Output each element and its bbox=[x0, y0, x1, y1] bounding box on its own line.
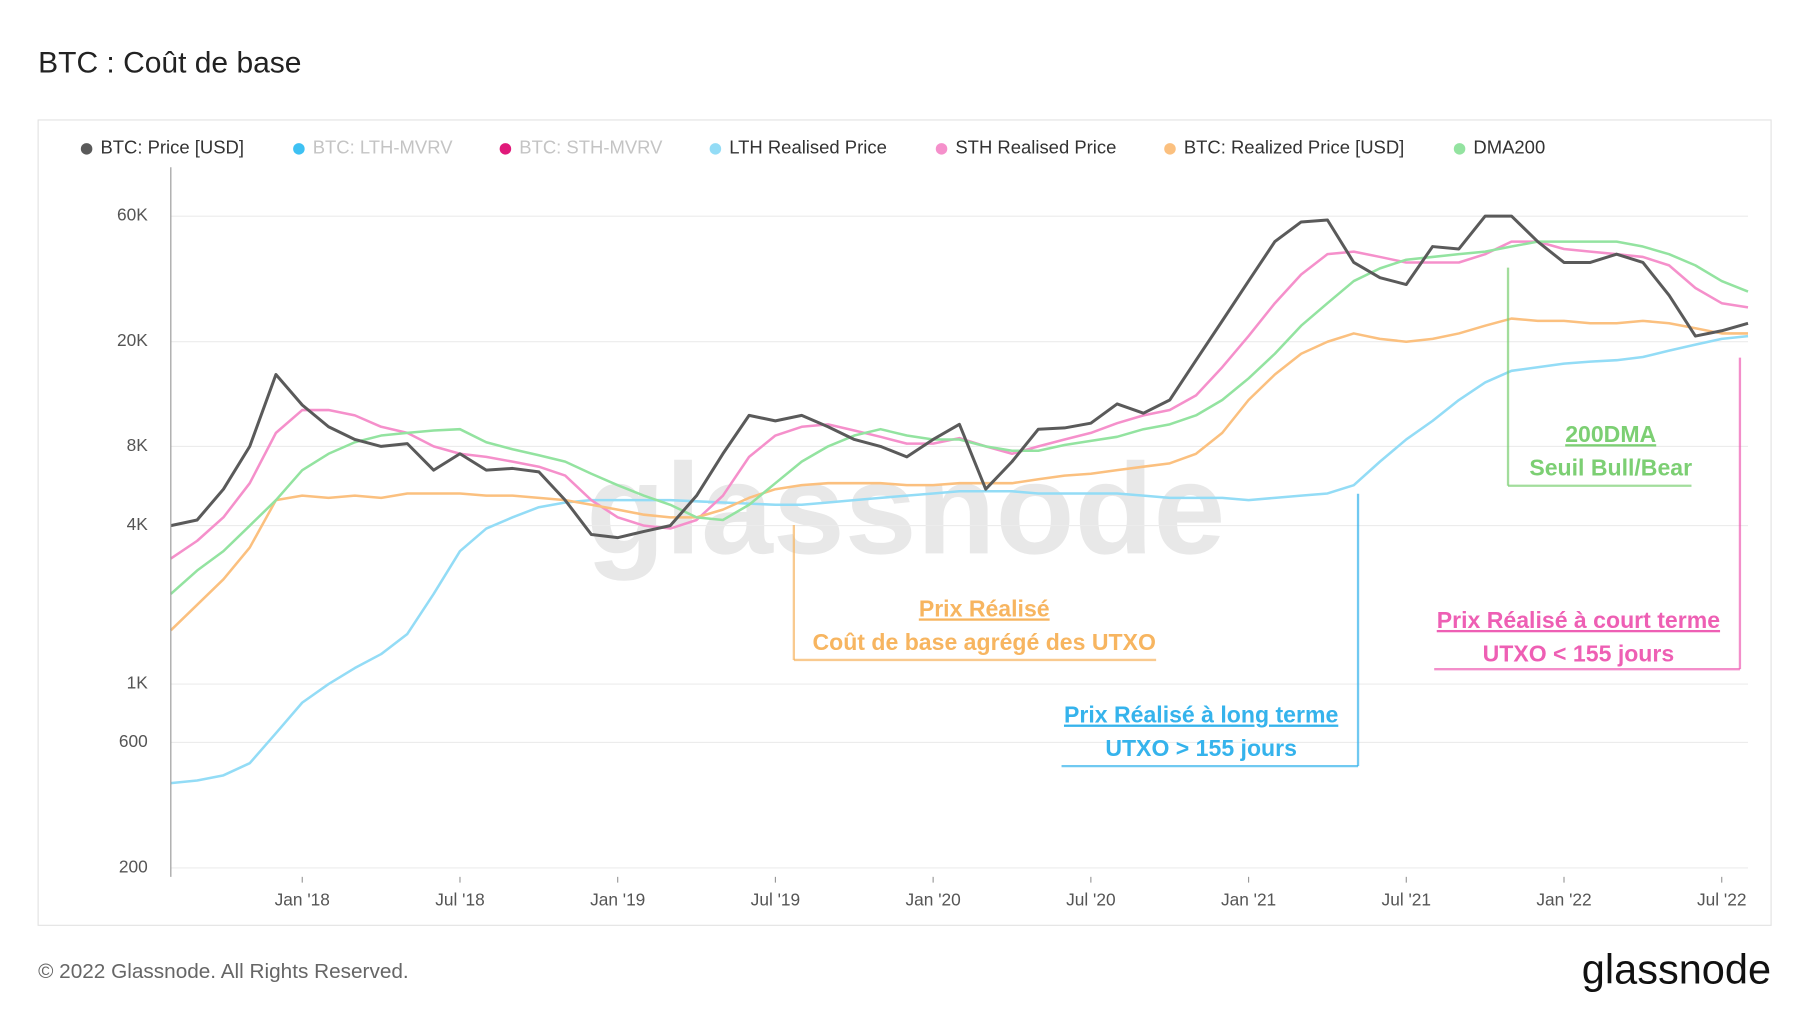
y-tick-label: 60K bbox=[117, 205, 148, 225]
legend-label: BTC: Price [USD] bbox=[100, 137, 244, 158]
y-tick-label: 600 bbox=[119, 731, 148, 751]
x-tick-label: Jul '21 bbox=[1382, 890, 1431, 910]
x-tick-label: Jan '21 bbox=[1221, 890, 1276, 910]
legend-label: BTC: STH-MVRV bbox=[519, 137, 663, 158]
y-tick-label: 200 bbox=[119, 857, 148, 877]
annotation-title: Prix Réalisé bbox=[919, 595, 1050, 621]
annotation-text: UTXO < 155 jours bbox=[1483, 640, 1675, 666]
y-tick-label: 8K bbox=[127, 435, 149, 455]
series-line bbox=[170, 214, 1749, 540]
legend-marker bbox=[80, 143, 93, 155]
annotation-title: 200DMA bbox=[1565, 421, 1656, 447]
y-tick-label: 4K bbox=[127, 514, 149, 534]
legend-label: BTC: Realized Price [USD] bbox=[1184, 137, 1404, 158]
legend-label: STH Realised Price bbox=[955, 137, 1116, 158]
annotation-text: Seuil Bull/Bear bbox=[1529, 455, 1692, 481]
series-line bbox=[169, 240, 1749, 595]
footer: © 2022 Glassnode. All Rights Reserved. bbox=[38, 960, 409, 983]
annotation-title: Prix Réalisé à court terme bbox=[1437, 607, 1720, 633]
legend-marker bbox=[935, 143, 948, 155]
legend-label: BTC: LTH-MVRV bbox=[313, 137, 453, 158]
x-tick-label: Jan '20 bbox=[906, 890, 961, 910]
legend-label: DMA200 bbox=[1473, 137, 1545, 158]
annotation-text: Coût de base agrégé des UTXO bbox=[812, 629, 1155, 655]
y-tick-label: 20K bbox=[117, 330, 148, 350]
legend-marker bbox=[499, 143, 512, 155]
x-tick-label: Jul '20 bbox=[1066, 890, 1115, 910]
brand-logo: glassnode bbox=[1582, 946, 1771, 993]
x-tick-label: Jul '18 bbox=[435, 890, 484, 910]
series-line bbox=[170, 240, 1749, 560]
x-tick-label: Jul '22 bbox=[1697, 890, 1746, 910]
x-tick-label: Jul '19 bbox=[751, 890, 800, 910]
annotation-text: UTXO > 155 jours bbox=[1105, 735, 1297, 761]
plot-area: glassnode 200 600 1K 4K 8K 20K 60K Jan '18 Jul '1… bbox=[117, 205, 1749, 910]
series-line bbox=[170, 334, 1749, 785]
chart-title: BTC : Coût de base bbox=[38, 47, 301, 80]
legend-marker bbox=[293, 143, 305, 155]
legend-marker bbox=[709, 143, 722, 155]
y-tick-label: 1K bbox=[127, 673, 149, 693]
annotation-title: Prix Réalisé à long terme bbox=[1064, 702, 1338, 728]
series-line bbox=[169, 317, 1749, 632]
chart-frame bbox=[37, 119, 1772, 926]
x-tick-label: Jan '18 bbox=[275, 890, 330, 910]
legend-label: LTH Realised Price bbox=[729, 137, 887, 158]
legend-marker bbox=[1164, 143, 1176, 155]
x-tick-label: Jan '22 bbox=[1536, 890, 1591, 910]
legend-marker bbox=[1453, 143, 1466, 155]
x-tick-label: Jan '19 bbox=[590, 890, 645, 910]
watermark: glassnode bbox=[586, 437, 1225, 581]
